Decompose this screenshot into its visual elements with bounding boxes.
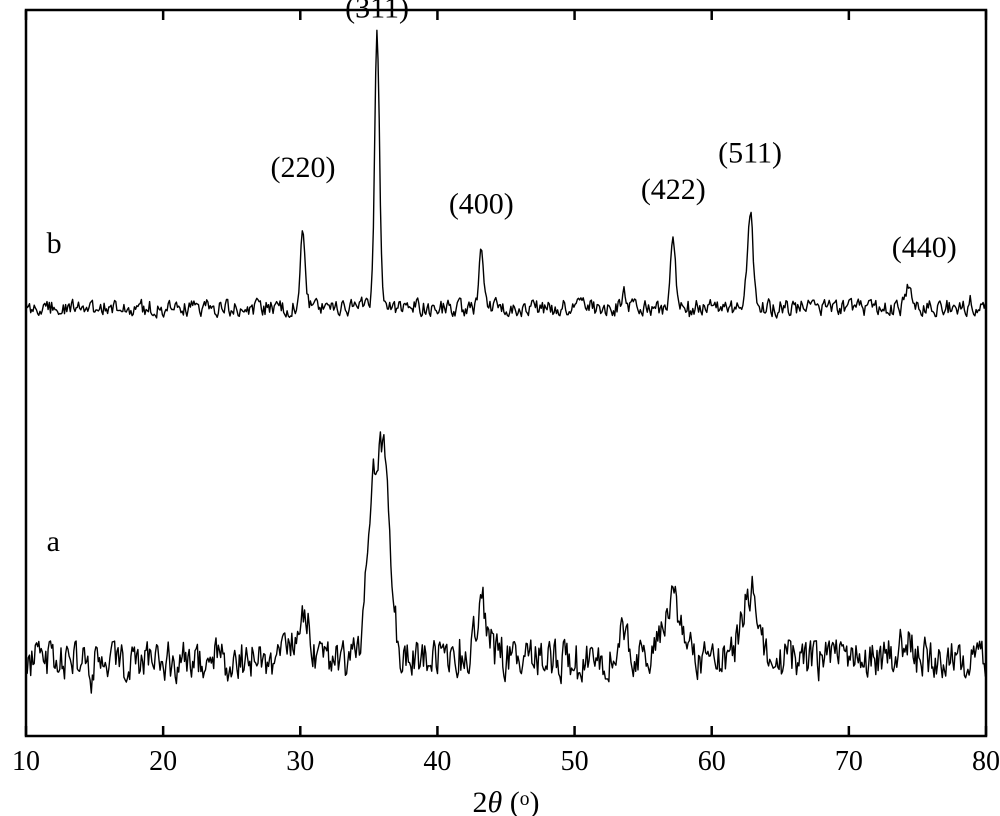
- peak-label: (440): [892, 231, 957, 264]
- series-label-b: b: [47, 227, 62, 260]
- x-tick-label: 40: [423, 746, 451, 777]
- peak-label: (511): [718, 136, 782, 169]
- peak-label: (311): [345, 0, 409, 24]
- peak-label: (400): [449, 187, 514, 220]
- x-tick-label: 80: [972, 746, 1000, 777]
- x-tick-label: 70: [835, 746, 863, 777]
- x-tick-label: 10: [12, 746, 40, 777]
- x-axis-label: 2θ (o): [473, 786, 540, 816]
- series-label-a: a: [47, 525, 60, 558]
- chart-svg: 10 20 30 40 50 60 70 80 2θ (o) a b (311) (220) (400) (…: [0, 0, 1000, 816]
- x-tick-label: 30: [286, 746, 314, 777]
- xrd-chart: 10 20 30 40 50 60 70 80 2θ (o) a b (311) (220) (400) (…: [0, 0, 1000, 816]
- peak-label: (422): [641, 173, 706, 206]
- peak-label: (220): [271, 151, 336, 184]
- x-tick-label: 20: [149, 746, 177, 777]
- x-tick-label: 50: [561, 746, 589, 777]
- x-tick-label: 60: [698, 746, 726, 777]
